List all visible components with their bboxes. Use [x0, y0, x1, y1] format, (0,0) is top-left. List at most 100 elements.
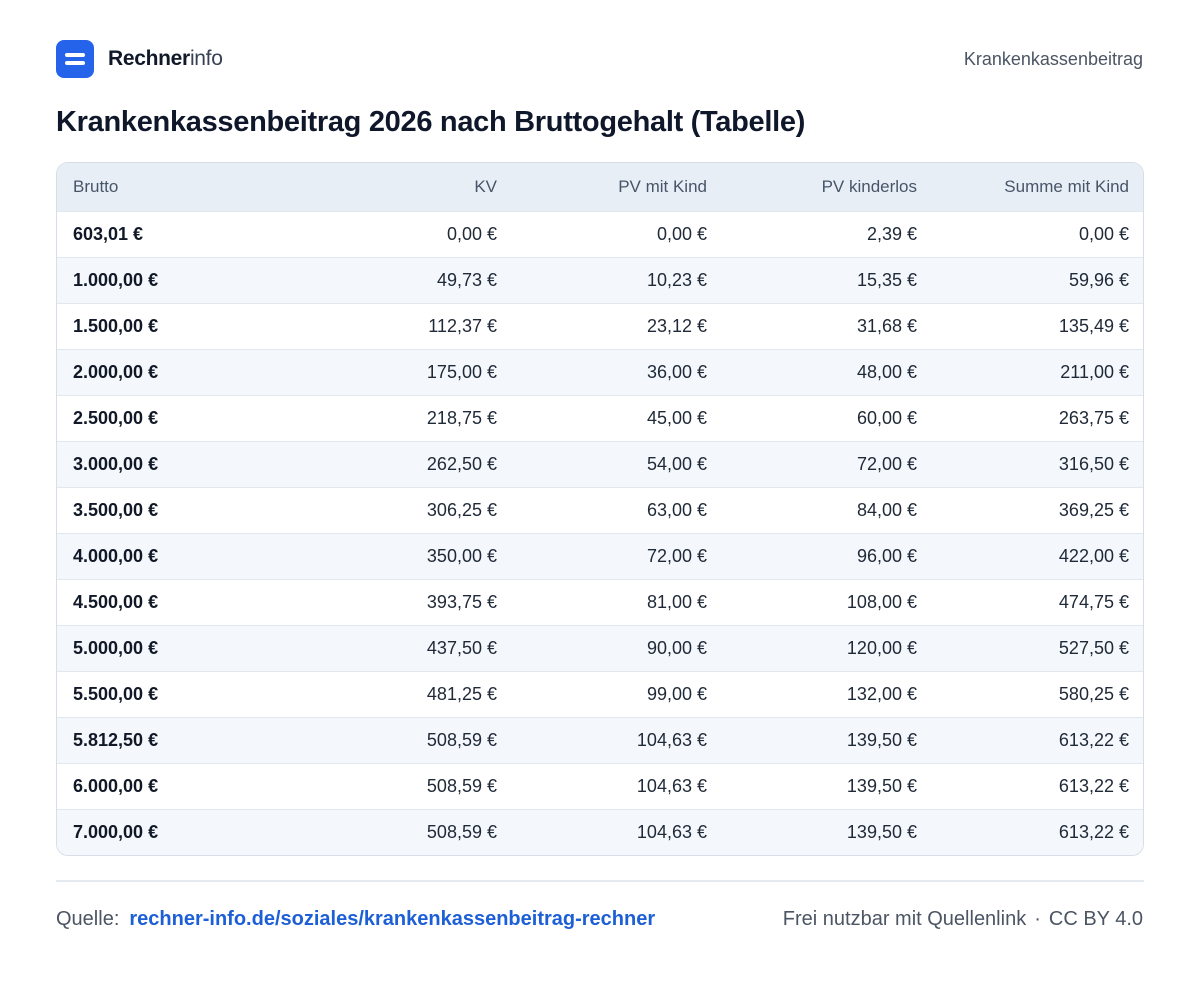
cell-pv-kinderlos: 2,39 € [723, 210, 933, 257]
cell-pv-mit-kind: 10,23 € [513, 256, 723, 303]
cell-brutto: 6.000,00 € [57, 762, 293, 809]
cell-pv-mit-kind: 45,00 € [513, 394, 723, 441]
brand[interactable]: Rechnerinfo [56, 40, 223, 78]
cell-summe-mit-kind: 59,96 € [933, 256, 1143, 303]
table-row: 4.000,00 €350,00 €72,00 €96,00 €422,00 € [57, 532, 1143, 579]
cell-summe-mit-kind: 613,22 € [933, 808, 1143, 855]
cell-pv-kinderlos: 48,00 € [723, 348, 933, 395]
table-row: 603,01 €0,00 €0,00 €2,39 €0,00 € [57, 210, 1143, 257]
cell-kv: 49,73 € [293, 256, 513, 303]
cell-pv-mit-kind: 0,00 € [513, 210, 723, 257]
cell-summe-mit-kind: 613,22 € [933, 716, 1143, 763]
cell-pv-kinderlos: 120,00 € [723, 624, 933, 671]
cell-pv-kinderlos: 15,35 € [723, 256, 933, 303]
cell-brutto: 603,01 € [57, 210, 293, 257]
table-row: 3.500,00 €306,25 €63,00 €84,00 €369,25 € [57, 486, 1143, 533]
cell-pv-kinderlos: 84,00 € [723, 486, 933, 533]
table-row: 5.000,00 €437,50 €90,00 €120,00 €527,50 … [57, 624, 1143, 671]
table-row: 5.812,50 €508,59 €104,63 €139,50 €613,22… [57, 716, 1143, 763]
cell-pv-mit-kind: 90,00 € [513, 624, 723, 671]
brand-name: Rechnerinfo [108, 47, 223, 71]
cell-pv-mit-kind: 81,00 € [513, 578, 723, 625]
cell-brutto: 4.000,00 € [57, 532, 293, 579]
column-header-kv: KV [293, 163, 513, 211]
cell-kv: 218,75 € [293, 394, 513, 441]
cell-summe-mit-kind: 316,50 € [933, 440, 1143, 487]
cell-pv-mit-kind: 104,63 € [513, 808, 723, 855]
cell-summe-mit-kind: 263,75 € [933, 394, 1143, 441]
column-header-pv-mit-kind: PV mit Kind [513, 163, 723, 211]
page-header: Rechnerinfo Krankenkassenbeitrag [56, 40, 1143, 78]
cell-pv-mit-kind: 99,00 € [513, 670, 723, 717]
table-row: 1.000,00 €49,73 €10,23 €15,35 €59,96 € [57, 256, 1143, 303]
cell-kv: 508,59 € [293, 762, 513, 809]
cell-brutto: 5.000,00 € [57, 624, 293, 671]
cell-summe-mit-kind: 580,25 € [933, 670, 1143, 717]
table-row: 2.500,00 €218,75 €45,00 €60,00 €263,75 € [57, 394, 1143, 441]
brand-name-strong: Rechner [108, 47, 190, 70]
cell-kv: 112,37 € [293, 302, 513, 349]
cell-pv-kinderlos: 132,00 € [723, 670, 933, 717]
cell-summe-mit-kind: 0,00 € [933, 210, 1143, 257]
cell-brutto: 3.500,00 € [57, 486, 293, 533]
cell-kv: 508,59 € [293, 808, 513, 855]
source: Quelle: rechner-info.de/soziales/kranken… [56, 908, 655, 931]
cell-pv-mit-kind: 72,00 € [513, 532, 723, 579]
cell-brutto: 5.500,00 € [57, 670, 293, 717]
table-row: 7.000,00 €508,59 €104,63 €139,50 €613,22… [57, 808, 1143, 855]
cell-pv-kinderlos: 108,00 € [723, 578, 933, 625]
cell-pv-mit-kind: 63,00 € [513, 486, 723, 533]
cell-summe-mit-kind: 135,49 € [933, 302, 1143, 349]
table-header-row: Brutto KV PV mit Kind PV kinderlos Summe… [57, 163, 1143, 211]
table-row: 4.500,00 €393,75 €81,00 €108,00 €474,75 … [57, 578, 1143, 625]
cell-kv: 481,25 € [293, 670, 513, 717]
cell-brutto: 4.500,00 € [57, 578, 293, 625]
table-row: 1.500,00 €112,37 €23,12 €31,68 €135,49 € [57, 302, 1143, 349]
cell-pv-mit-kind: 104,63 € [513, 716, 723, 763]
cell-summe-mit-kind: 527,50 € [933, 624, 1143, 671]
cell-pv-kinderlos: 72,00 € [723, 440, 933, 487]
cell-kv: 393,75 € [293, 578, 513, 625]
contribution-table: Brutto KV PV mit Kind PV kinderlos Summe… [56, 162, 1144, 856]
column-header-pv-kinderlos: PV kinderlos [723, 163, 933, 211]
cell-pv-kinderlos: 139,50 € [723, 716, 933, 763]
license-text: Frei nutzbar mit Quellenlink [782, 907, 1027, 930]
cell-summe-mit-kind: 369,25 € [933, 486, 1143, 533]
logo-bar-top [65, 53, 85, 57]
cell-pv-kinderlos: 139,50 € [723, 762, 933, 809]
cell-summe-mit-kind: 613,22 € [933, 762, 1143, 809]
cell-kv: 437,50 € [293, 624, 513, 671]
cell-kv: 350,00 € [293, 532, 513, 579]
cell-pv-mit-kind: 23,12 € [513, 302, 723, 349]
cell-brutto: 1.000,00 € [57, 256, 293, 303]
source-link[interactable]: rechner-info.de/soziales/krankenkassenbe… [129, 907, 656, 930]
cell-kv: 262,50 € [293, 440, 513, 487]
cell-pv-mit-kind: 104,63 € [513, 762, 723, 809]
table-body: 603,01 €0,00 €0,00 €2,39 €0,00 €1.000,00… [57, 210, 1143, 855]
section-label: Krankenkassenbeitrag [963, 48, 1143, 69]
cell-brutto: 2.000,00 € [57, 348, 293, 395]
cell-pv-kinderlos: 96,00 € [723, 532, 933, 579]
brand-name-light: info [189, 47, 223, 70]
table-row: 2.000,00 €175,00 €36,00 €48,00 €211,00 € [57, 348, 1143, 395]
cell-pv-kinderlos: 31,68 € [723, 302, 933, 349]
page-title: Krankenkassenbeitrag 2026 nach Bruttogeh… [56, 106, 806, 138]
column-header-summe-mit-kind: Summe mit Kind [933, 163, 1143, 211]
cell-kv: 0,00 € [293, 210, 513, 257]
license-name: CC BY 4.0 [1048, 907, 1143, 930]
cell-kv: 508,59 € [293, 716, 513, 763]
license-separator: · [1034, 907, 1041, 930]
table-row: 5.500,00 €481,25 €99,00 €132,00 €580,25 … [57, 670, 1143, 717]
column-header-brutto: Brutto [57, 163, 293, 211]
table-row: 6.000,00 €508,59 €104,63 €139,50 €613,22… [57, 762, 1143, 809]
source-label: Quelle: [56, 907, 120, 930]
cell-brutto: 1.500,00 € [57, 302, 293, 349]
cell-brutto: 3.000,00 € [57, 440, 293, 487]
page-footer: Quelle: rechner-info.de/soziales/kranken… [56, 904, 1143, 934]
logo-bar-bottom [65, 61, 85, 65]
footer-divider [56, 880, 1144, 882]
cell-summe-mit-kind: 474,75 € [933, 578, 1143, 625]
cell-brutto: 7.000,00 € [57, 808, 293, 855]
cell-brutto: 5.812,50 € [57, 716, 293, 763]
cell-pv-mit-kind: 54,00 € [513, 440, 723, 487]
